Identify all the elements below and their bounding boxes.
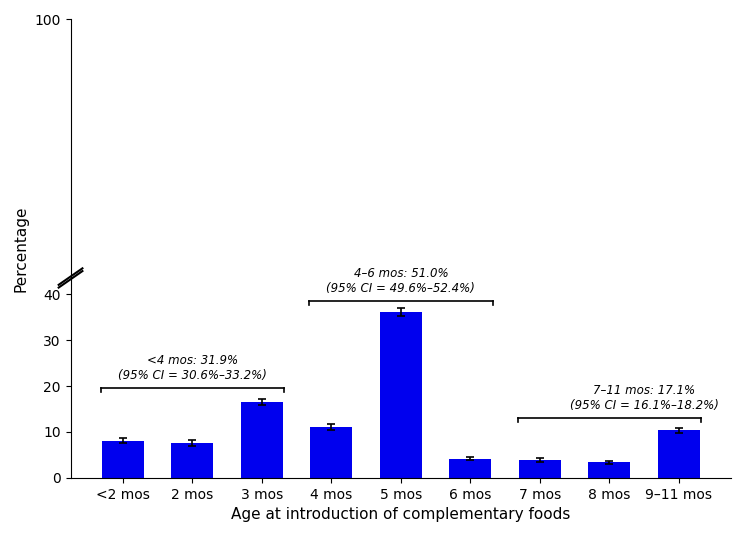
Bar — [102, 441, 144, 478]
Bar — [519, 460, 561, 478]
Y-axis label: Percentage: Percentage — [14, 205, 29, 292]
Bar — [311, 427, 352, 478]
Text: 4–6 mos: 51.0%
(95% CI = 49.6%–52.4%): 4–6 mos: 51.0% (95% CI = 49.6%–52.4%) — [326, 267, 475, 295]
Text: 7–11 mos: 17.1%
(95% CI = 16.1%–18.2%): 7–11 mos: 17.1% (95% CI = 16.1%–18.2%) — [570, 384, 718, 412]
Bar — [241, 401, 282, 478]
Bar — [380, 312, 422, 478]
Bar — [658, 430, 700, 478]
Bar — [171, 443, 213, 478]
X-axis label: Age at introduction of complementary foods: Age at introduction of complementary foo… — [231, 507, 571, 522]
Text: <4 mos: 31.9%
(95% CI = 30.6%–33.2%): <4 mos: 31.9% (95% CI = 30.6%–33.2%) — [118, 354, 267, 383]
Bar — [589, 462, 630, 478]
Bar — [449, 459, 491, 478]
